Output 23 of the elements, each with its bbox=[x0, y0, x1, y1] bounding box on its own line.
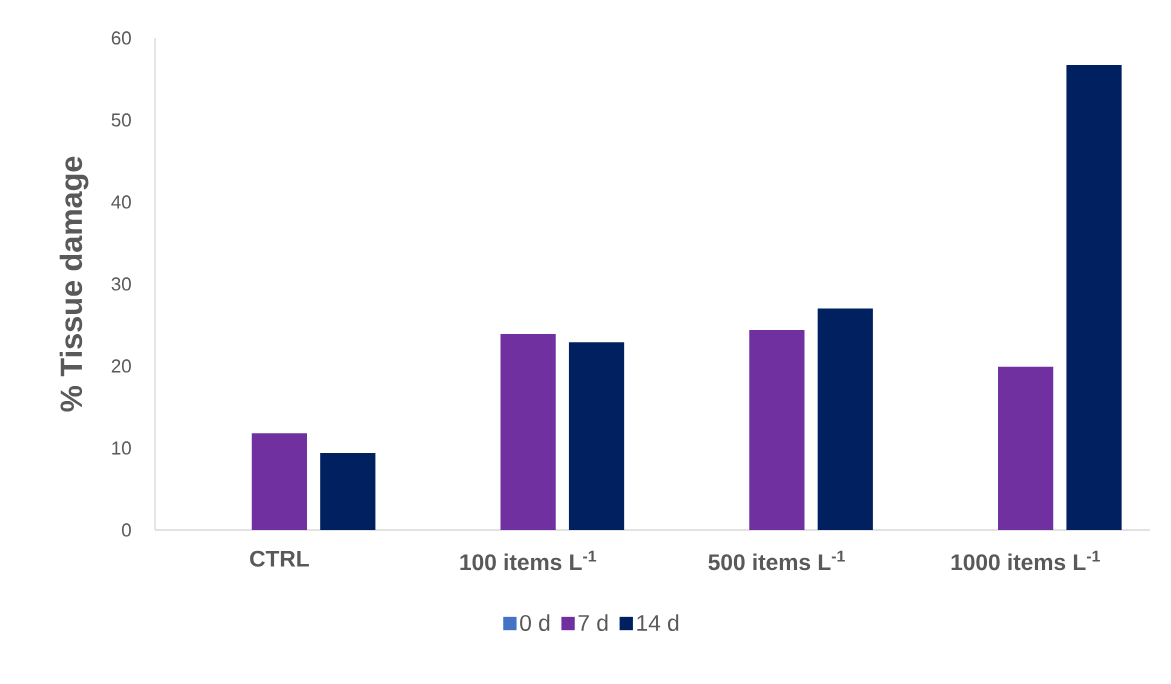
bar bbox=[568, 342, 625, 530]
y-tick-label: 20 bbox=[111, 359, 131, 373]
y-tick-label: 0 bbox=[121, 523, 131, 537]
bar bbox=[320, 452, 376, 530]
bar bbox=[817, 308, 873, 530]
y-tick-label: 30 bbox=[111, 277, 131, 291]
bar bbox=[749, 329, 805, 530]
y-tick-label: 50 bbox=[111, 113, 131, 127]
bar bbox=[251, 433, 307, 530]
legend-label: 7 d bbox=[578, 614, 608, 631]
legend-label: 14 d bbox=[637, 614, 679, 631]
y-tick-label: 40 bbox=[111, 195, 131, 209]
legend-label: 0 d bbox=[520, 614, 550, 631]
bar bbox=[500, 334, 556, 530]
x-tick-label: 100 items L$^{-1}$ bbox=[460, 550, 597, 571]
y-axis-title: % Tissue damage bbox=[59, 156, 89, 412]
x-tick-label: 500 items L$^{-1}$ bbox=[708, 550, 845, 571]
y-tick-label: 60 bbox=[111, 31, 131, 45]
bar bbox=[998, 366, 1054, 530]
x-tick-label: CTRL bbox=[250, 550, 309, 567]
bar bbox=[1066, 65, 1122, 530]
x-tick-label: 1000 items L$^{-1}$ bbox=[951, 550, 1100, 571]
y-tick-label: 10 bbox=[112, 441, 131, 455]
